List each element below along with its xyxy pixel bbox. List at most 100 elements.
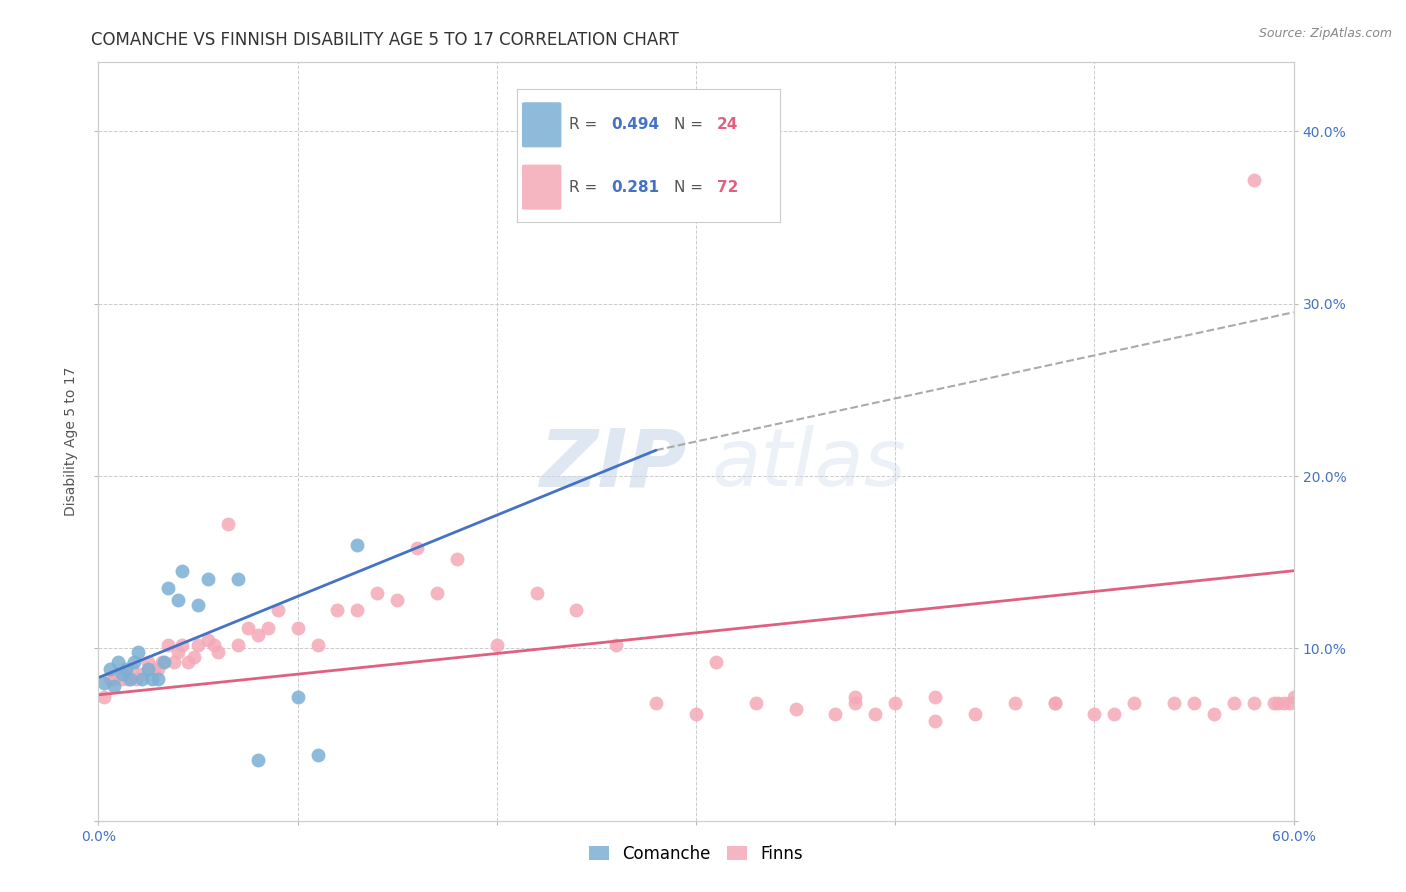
Point: [485, 638, 508, 652]
Point: [115, 662, 138, 676]
Point: [745, 697, 768, 711]
Point: [1043, 697, 1066, 711]
Point: [1267, 697, 1289, 711]
Point: [346, 538, 368, 552]
Point: [172, 564, 194, 578]
Point: [226, 638, 249, 652]
Point: [103, 679, 125, 693]
Point: [246, 753, 269, 767]
Point: [207, 645, 229, 659]
Point: [1043, 697, 1066, 711]
Point: [177, 655, 200, 669]
Point: [287, 621, 309, 635]
Point: [127, 645, 149, 659]
Point: [366, 586, 388, 600]
Point: [1182, 697, 1205, 711]
Text: atlas: atlas: [711, 425, 907, 503]
Text: Source: ZipAtlas.com: Source: ZipAtlas.com: [1258, 27, 1392, 40]
Point: [111, 667, 134, 681]
Point: [187, 638, 209, 652]
Point: [1083, 706, 1105, 721]
Point: [1272, 697, 1295, 711]
Point: [785, 701, 807, 715]
Point: [121, 662, 143, 676]
Point: [385, 593, 409, 607]
Point: [844, 690, 866, 704]
Point: [704, 655, 727, 669]
Point: [107, 655, 129, 669]
Point: [924, 690, 946, 704]
Text: COMANCHE VS FINNISH DISABILITY AGE 5 TO 17 CORRELATION CHART: COMANCHE VS FINNISH DISABILITY AGE 5 TO …: [91, 31, 679, 49]
Point: [136, 655, 159, 669]
Point: [167, 645, 190, 659]
Point: [117, 673, 139, 687]
Point: [884, 697, 907, 711]
Point: [136, 662, 159, 676]
Point: [685, 706, 707, 721]
Point: [125, 673, 148, 687]
Point: [131, 673, 153, 687]
Point: [217, 517, 239, 532]
Y-axis label: Disability Age 5 to 17: Disability Age 5 to 17: [65, 367, 79, 516]
Point: [326, 603, 349, 617]
Point: [124, 655, 146, 669]
Point: [148, 662, 170, 676]
Point: [131, 667, 153, 681]
Point: [98, 662, 122, 676]
Point: [98, 673, 122, 687]
Point: [307, 638, 329, 652]
Point: [924, 714, 946, 728]
Point: [141, 673, 163, 687]
Point: [605, 638, 627, 652]
Point: [148, 673, 170, 687]
Point: [93, 690, 115, 704]
Point: [143, 662, 166, 676]
Point: [111, 673, 134, 687]
Point: [824, 706, 846, 721]
Point: [226, 573, 249, 587]
Point: [256, 621, 278, 635]
Point: [267, 603, 290, 617]
Point: [197, 573, 219, 587]
Point: [1243, 697, 1265, 711]
Point: [865, 706, 887, 721]
Point: [1278, 697, 1301, 711]
Point: [197, 632, 219, 647]
Text: ZIP: ZIP: [538, 425, 686, 503]
Point: [287, 690, 309, 704]
Point: [346, 603, 368, 617]
Point: [1282, 690, 1305, 704]
Legend: Comanche, Finns: Comanche, Finns: [582, 838, 810, 869]
Point: [1104, 706, 1126, 721]
Point: [183, 649, 205, 664]
Point: [645, 697, 668, 711]
Point: [103, 673, 125, 687]
Point: [202, 638, 225, 652]
Point: [526, 586, 548, 600]
Point: [426, 586, 449, 600]
Point: [172, 638, 194, 652]
Point: [187, 599, 209, 613]
Point: [1243, 172, 1265, 186]
Point: [120, 673, 142, 687]
Point: [1263, 697, 1285, 711]
Point: [157, 638, 180, 652]
Point: [107, 667, 129, 681]
Point: [565, 603, 588, 617]
Point: [963, 706, 986, 721]
Point: [1223, 697, 1246, 711]
Point: [163, 655, 186, 669]
Point: [93, 675, 115, 690]
Point: [446, 551, 468, 566]
Point: [150, 655, 173, 669]
Point: [1004, 697, 1026, 711]
Point: [844, 697, 866, 711]
Point: [246, 627, 269, 641]
Point: [1123, 697, 1146, 711]
Point: [406, 541, 429, 556]
Point: [307, 748, 329, 763]
Point: [236, 621, 259, 635]
Point: [1202, 706, 1225, 721]
Point: [153, 655, 176, 669]
Point: [157, 581, 180, 595]
